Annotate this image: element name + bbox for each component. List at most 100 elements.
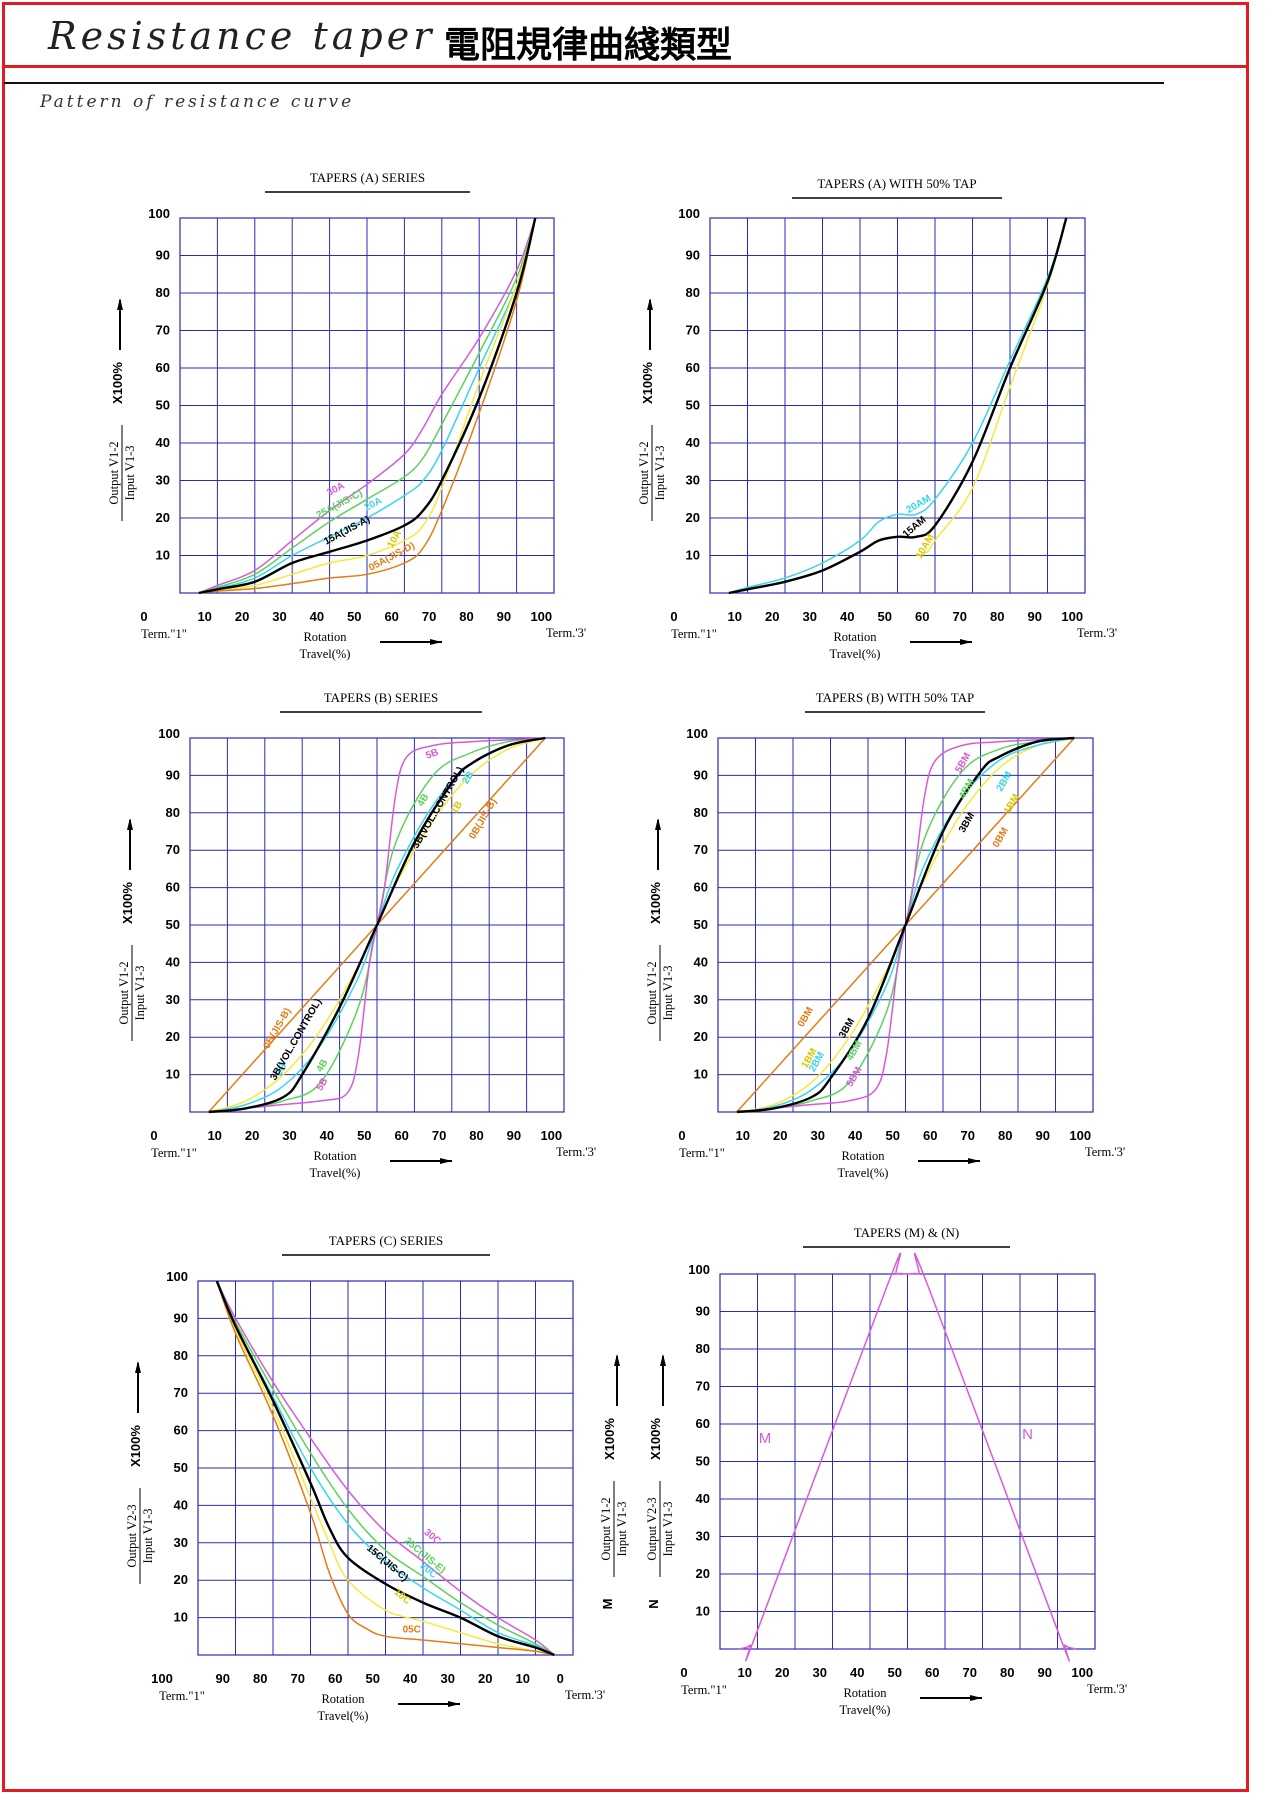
y-tick-label: 90 — [156, 248, 170, 263]
x-tick-label: 20 — [245, 1128, 259, 1143]
y-tick-label: 80 — [156, 285, 170, 300]
y-axis-arrowhead — [135, 1361, 141, 1373]
chart-title: TAPERS (A) WITH 50% TAP — [817, 176, 976, 191]
x-tick-label: 0 — [150, 1128, 157, 1143]
x-tick-label: 80 — [990, 609, 1004, 624]
y-axis-input: Input V1-3 — [661, 966, 675, 1021]
x-tick-label: 70 — [963, 1665, 977, 1680]
series-line-m — [738, 1252, 908, 1662]
x-tick-label: 20 — [775, 1665, 789, 1680]
y-axis-x100: X100% — [110, 362, 125, 404]
x-axis-arrowhead — [970, 1695, 982, 1701]
y-axis-input: Input V1-3 — [141, 1509, 155, 1564]
x-tick-label: 70 — [432, 1128, 446, 1143]
y-tick-label: 90 — [694, 767, 708, 782]
chart-a: TAPERS (A) SERIES 10 20 30 40 50 60 70 80 90 100 0 1… — [107, 170, 586, 661]
y-tick-label: 60 — [174, 1423, 188, 1438]
chart-title: TAPERS (B) WITH 50% TAP — [816, 690, 975, 705]
series-line-3b-vol-control — [208, 736, 546, 1114]
y-tick-label: 70 — [696, 1379, 710, 1394]
series-line-3bm — [736, 736, 1075, 1114]
x-tick-label: 90 — [216, 1671, 230, 1686]
y-tick-label: 20 — [166, 1029, 180, 1044]
x-tick-label: 40 — [850, 1665, 864, 1680]
y-tick-label: 40 — [156, 435, 170, 450]
x-tick-label: 40 — [320, 1128, 334, 1143]
x-axis-label-line1: Rotation — [841, 1149, 885, 1163]
y-tick-label: 60 — [156, 360, 170, 375]
term3-label: Term.'3' — [565, 1688, 605, 1702]
x-tick-label: 50 — [878, 609, 892, 624]
x-tick-label: 30 — [813, 1665, 827, 1680]
series-label-05c: 05C — [403, 1625, 421, 1636]
plot-border — [179, 217, 555, 594]
x-tick-label: 70 — [953, 609, 967, 624]
page-title-en: Resistance taper — [48, 14, 436, 58]
x-tick-label: 40 — [848, 1128, 862, 1143]
x-tick-label: 10 — [738, 1665, 752, 1680]
x-tick-label: 0 — [678, 1128, 685, 1143]
x-axis-label-line2: Travel(%) — [310, 1166, 361, 1180]
x-tick-label: 50 — [357, 1128, 371, 1143]
x-tick-label: 70 — [422, 609, 436, 624]
x-tick-label: 90 — [1028, 609, 1042, 624]
y-axis-arrowhead — [117, 298, 123, 310]
y-axis-label: Output V1-2 Input V1-3 X100% — [117, 882, 147, 1041]
term1-label: Term."1" — [151, 1146, 197, 1160]
y-tick-label: 90 — [696, 1304, 710, 1319]
x-axis-label-line2: Travel(%) — [318, 1709, 369, 1723]
y-axis-output: Output V1-2 — [599, 1497, 613, 1560]
series-line-5bm — [736, 737, 1075, 1113]
y-axis-output: Output V2-3 — [125, 1504, 139, 1567]
x-tick-label: 30 — [811, 1128, 825, 1143]
y-tick-label: 40 — [696, 1491, 710, 1506]
y-tick-label: 20 — [696, 1566, 710, 1581]
y-tick-label: 100 — [678, 206, 700, 221]
y-axis-input: Input V1-3 — [653, 446, 667, 501]
y-axis-output: Output V1-2 — [637, 441, 651, 504]
series-label-4bm: 4BM — [845, 1039, 865, 1063]
y-axis-label: Output V1-2 Input V1-3 X100% — [645, 882, 675, 1041]
y-tick-label: 10 — [694, 1067, 708, 1082]
x-axis-arrowhead — [440, 1158, 452, 1164]
y-tick-label: 30 — [686, 473, 700, 488]
plot-border — [709, 217, 1086, 594]
series-line-05a-jis-d — [198, 217, 537, 594]
series-line-05c — [216, 1280, 555, 1656]
chart-a50: TAPERS (A) WITH 50% TAP 10 20 30 40 50 60 70 80 9… — [637, 176, 1117, 661]
y-tick-label: 50 — [694, 917, 708, 932]
x-tick-label: 90 — [1036, 1128, 1050, 1143]
header-bar: Resistance taper 電阻規律曲綫類型 — [2, 2, 1249, 68]
x-axis-label-line1: Rotation — [303, 630, 347, 644]
x-tick-label: 20 — [773, 1128, 787, 1143]
y-axis-input: Input V1-3 — [615, 1502, 629, 1557]
term3-label: Term.'3' — [1085, 1145, 1125, 1159]
y-axis-output: Output V1-2 — [645, 961, 659, 1024]
y-axis-input: Input V1-3 — [123, 446, 137, 501]
y-tick-label: 100 — [166, 1269, 188, 1284]
term1-label: Term."1" — [671, 627, 717, 641]
x-tick-label: 60 — [923, 1128, 937, 1143]
y-axis-x100: X100% — [120, 882, 135, 924]
series-label-5b: 5B — [315, 1076, 331, 1093]
y-axis-output: Output V2-3 — [645, 1497, 659, 1560]
x-tick-label: 100 — [1061, 609, 1083, 624]
x-tick-label: 60 — [384, 609, 398, 624]
y-tick-label: 50 — [686, 398, 700, 413]
y-tick-label: 20 — [156, 510, 170, 525]
x-tick-label: 60 — [925, 1665, 939, 1680]
y-tick-label: 80 — [686, 285, 700, 300]
x-tick-label: 40 — [840, 609, 854, 624]
x-tick-label: 10 — [197, 609, 211, 624]
chart-title: TAPERS (B) SERIES — [324, 690, 439, 705]
series-label-m: M — [759, 1430, 772, 1447]
series-line-15a-jis-a — [198, 217, 537, 595]
plot-border — [189, 737, 565, 1113]
x-tick-label: 80 — [998, 1128, 1012, 1143]
term1-label: Term."1" — [679, 1146, 725, 1160]
x-axis-arrowhead — [448, 1701, 460, 1707]
x-tick-label: 80 — [1000, 1665, 1014, 1680]
x-axis-label-line1: Rotation — [313, 1149, 357, 1163]
x-tick-label: 100 — [1071, 1665, 1093, 1680]
chart-c: TAPERS (C) SERIES10203040506070809010010… — [125, 1233, 605, 1723]
